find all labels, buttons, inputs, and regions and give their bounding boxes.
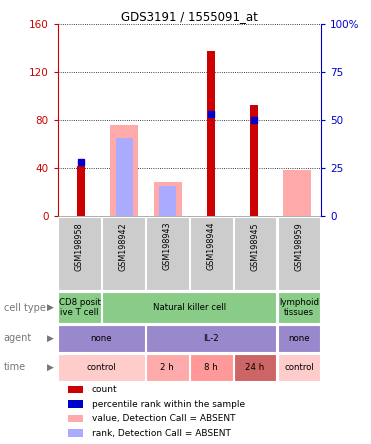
Bar [234,353,276,381]
Bar [111,125,138,216]
Bar [58,218,101,289]
Bar [68,429,82,437]
Text: rank, Detection Call = ABSENT: rank, Detection Call = ABSENT [92,428,231,438]
Text: ▶: ▶ [47,363,53,372]
Bar [278,292,321,323]
Text: Natural killer cell: Natural killer cell [152,303,226,312]
Bar [58,353,145,381]
Title: GDS3191 / 1555091_at: GDS3191 / 1555091_at [121,10,257,23]
Bar [250,105,258,216]
Text: GSM198959: GSM198959 [295,222,303,271]
Text: count: count [92,385,117,394]
Bar [78,166,85,216]
Bar [146,325,276,352]
Text: value, Detection Call = ABSENT: value, Detection Call = ABSENT [92,414,235,423]
Text: 8 h: 8 h [204,363,218,372]
Bar [278,218,321,289]
Text: CD8 posit
ive T cell: CD8 posit ive T cell [59,298,101,317]
Bar [102,292,276,323]
Bar [160,186,176,216]
Bar [146,353,189,381]
Text: 24 h: 24 h [246,363,265,372]
Bar [58,292,101,323]
Bar [190,218,233,289]
Bar [190,353,233,381]
Text: GSM198942: GSM198942 [119,222,128,270]
Text: none: none [288,334,310,343]
Text: lymphoid
tissues: lymphoid tissues [279,298,319,317]
Text: agent: agent [4,333,32,343]
Bar [278,353,321,381]
Bar [116,138,133,216]
Bar [278,325,321,352]
Bar [68,415,82,422]
Text: time: time [4,362,26,372]
Text: none: none [91,334,112,343]
Text: 2 h: 2 h [160,363,174,372]
Text: ▶: ▶ [47,303,53,312]
Text: percentile rank within the sample: percentile rank within the sample [92,400,245,408]
Text: GSM198945: GSM198945 [250,222,260,270]
Text: ▶: ▶ [47,334,53,343]
Bar [58,325,145,352]
Text: control: control [86,363,116,372]
Text: cell type: cell type [4,302,46,313]
Text: control: control [284,363,314,372]
Text: GSM198944: GSM198944 [207,222,216,270]
Text: GSM198943: GSM198943 [163,222,172,270]
Bar [68,400,82,408]
Text: GSM198958: GSM198958 [75,222,84,270]
Bar [102,218,145,289]
Bar [207,51,215,216]
Bar [154,182,182,216]
Bar [146,218,189,289]
Bar [68,386,82,393]
Text: IL-2: IL-2 [203,334,219,343]
Bar [234,218,276,289]
Bar [283,170,311,216]
